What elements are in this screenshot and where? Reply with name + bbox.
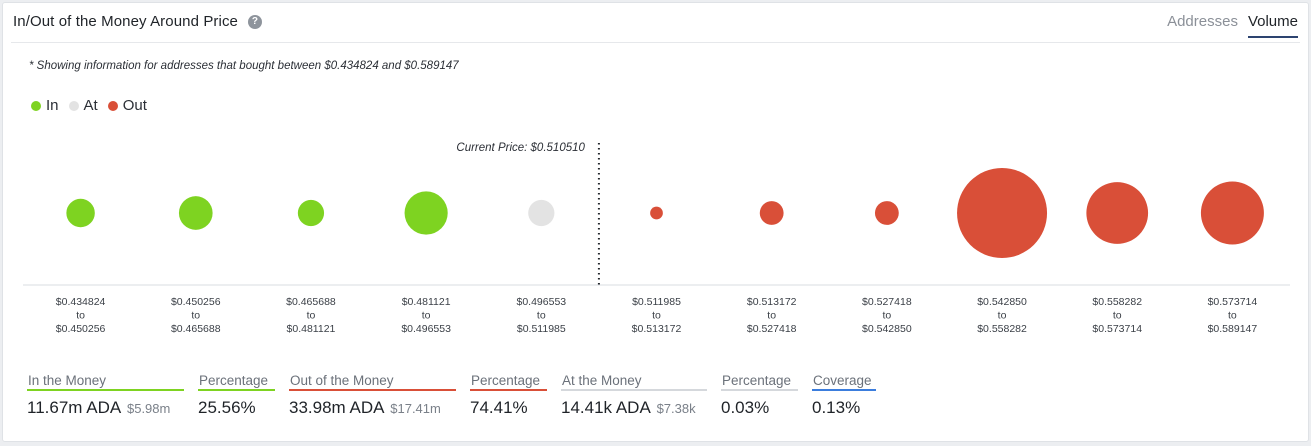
bubble-out-5[interactable]: [650, 206, 663, 220]
stat-coverage: Coverage 0.13%: [812, 373, 876, 418]
bucket-label-4-2: $0.511985: [517, 323, 566, 335]
stat-in-money-usd: $5.98m: [126, 401, 171, 416]
stat-in-percentage-label: Percentage: [198, 373, 275, 391]
legend-at-label: At: [83, 97, 98, 114]
card-title-text: In/Out of the Money Around Price: [13, 13, 238, 30]
bucket-label-9-0: $0.558282: [1092, 296, 1142, 308]
bucket-label-2-1: to: [307, 310, 316, 322]
stat-at-percentage-value: 0.03%: [721, 398, 770, 417]
header-divider: [11, 42, 1300, 43]
bubble-in-1[interactable]: [178, 196, 213, 230]
stat-in-percentage-value: 25.56%: [198, 398, 256, 417]
stat-in-money-value: 11.67m ADA $5.98m: [27, 398, 184, 418]
range-note: * Showing information for addresses that…: [29, 60, 459, 72]
legend-out[interactable]: Out: [107, 97, 147, 114]
stat-at-percentage-label: Percentage: [721, 373, 798, 391]
stat-in-money: In the Money 11.67m ADA $5.98m: [27, 373, 184, 418]
stat-coverage-label: Coverage: [812, 373, 876, 391]
bubble-out-6[interactable]: [759, 201, 784, 225]
bubble-in-0[interactable]: [66, 198, 95, 228]
legend-in[interactable]: In: [31, 97, 59, 114]
bubble-in-3[interactable]: [404, 191, 448, 235]
bubble-out-9[interactable]: [1086, 182, 1149, 244]
bucket-label-2-0: $0.465688: [286, 296, 336, 308]
stat-at-money-label: At the Money: [561, 373, 707, 391]
bubble-chart: $0.434824to$0.450256$0.450256to$0.465688…: [23, 142, 1290, 335]
stat-out-percentage-value: 74.41%: [470, 398, 528, 417]
bucket-label-3-0: $0.481121: [402, 296, 451, 308]
bucket-label-1-2: $0.465688: [171, 323, 221, 335]
bucket-label-7-0: $0.527418: [862, 296, 912, 308]
stat-in-money-label: In the Money: [27, 373, 184, 391]
bucket-label-3-2: $0.496553: [401, 323, 451, 335]
stat-out-money-value: 33.98m ADA $17.41m: [289, 398, 456, 418]
bucket-label-0-2: $0.450256: [56, 323, 106, 335]
bucket-label-8-0: $0.542850: [977, 296, 1027, 308]
bucket-label-2-2: $0.481121: [287, 323, 336, 335]
bucket-label-8-2: $0.558282: [977, 323, 1027, 335]
bucket-label-5-1: to: [652, 310, 661, 322]
bucket-label-10-1: to: [1228, 310, 1237, 322]
bucket-label-5-0: $0.511985: [632, 296, 681, 308]
stat-at-money-usd: $7.38k: [656, 401, 696, 416]
bubble-out-8[interactable]: [957, 168, 1048, 258]
bucket-label-10-0: $0.573714: [1208, 296, 1258, 308]
stat-out-money-usd: $17.41m: [390, 401, 441, 416]
stat-at-money: At the Money 14.41k ADA $7.38k: [561, 373, 707, 418]
bubble-out-7[interactable]: [874, 201, 899, 225]
bucket-label-6-2: $0.527418: [747, 323, 797, 335]
view-tabs: Addresses Volume: [1157, 13, 1298, 38]
summary-stats: In the Money 11.67m ADA $5.98m Percentag…: [27, 373, 890, 418]
stat-out-money-amount: 33.98m ADA: [289, 398, 384, 417]
tab-volume[interactable]: Volume: [1247, 13, 1298, 38]
legend: In At Out: [31, 97, 157, 114]
bucket-label-7-1: to: [882, 310, 891, 322]
bucket-label-0-0: $0.434824: [56, 296, 106, 308]
bucket-label-4-1: to: [537, 310, 546, 322]
stat-coverage-value: 0.13%: [812, 398, 861, 417]
help-icon[interactable]: ?: [248, 14, 262, 29]
bucket-label-8-1: to: [998, 310, 1007, 322]
legend-in-dot: [31, 100, 41, 111]
legend-out-label: Out: [122, 97, 147, 114]
stat-at-money-value: 14.41k ADA $7.38k: [561, 398, 707, 418]
bucket-label-10-2: $0.589147: [1208, 323, 1258, 335]
legend-in-label: In: [46, 97, 59, 114]
stat-at-money-amount: 14.41k ADA: [561, 398, 650, 417]
stat-in-money-amount: 11.67m ADA: [27, 398, 121, 417]
bucket-label-1-1: to: [191, 310, 200, 322]
stat-out-percentage: Percentage 74.41%: [470, 373, 547, 418]
bucket-label-5-2: $0.513172: [632, 323, 682, 335]
bucket-label-4-0: $0.496553: [516, 296, 566, 308]
bucket-label-7-2: $0.542850: [862, 323, 912, 335]
bucket-label-0-1: to: [76, 310, 85, 322]
stat-out-percentage-label: Percentage: [470, 373, 547, 391]
bucket-label-1-0: $0.450256: [171, 296, 221, 308]
bucket-label-3-1: to: [422, 310, 431, 322]
bubble-at-4[interactable]: [528, 199, 555, 227]
bucket-label-9-2: $0.573714: [1092, 323, 1142, 335]
legend-at[interactable]: At: [68, 97, 98, 114]
legend-at-dot: [68, 100, 79, 111]
legend-out-dot: [107, 100, 118, 111]
stat-at-percentage: Percentage 0.03%: [721, 373, 798, 418]
stat-out-money-label: Out of the Money: [289, 373, 456, 391]
bucket-label-6-1: to: [767, 310, 776, 322]
tab-addresses[interactable]: Addresses: [1167, 13, 1238, 30]
bubble-out-10[interactable]: [1200, 181, 1264, 245]
bucket-label-6-0: $0.513172: [747, 296, 797, 308]
bucket-label-9-1: to: [1113, 310, 1122, 322]
card-title: In/Out of the Money Around Price ?: [13, 13, 262, 30]
stat-in-percentage: Percentage 25.56%: [198, 373, 275, 418]
stat-out-money: Out of the Money 33.98m ADA $17.41m: [289, 373, 456, 418]
current-price-label: Current Price: $0.510510: [456, 142, 585, 154]
bubble-in-2[interactable]: [297, 199, 325, 227]
